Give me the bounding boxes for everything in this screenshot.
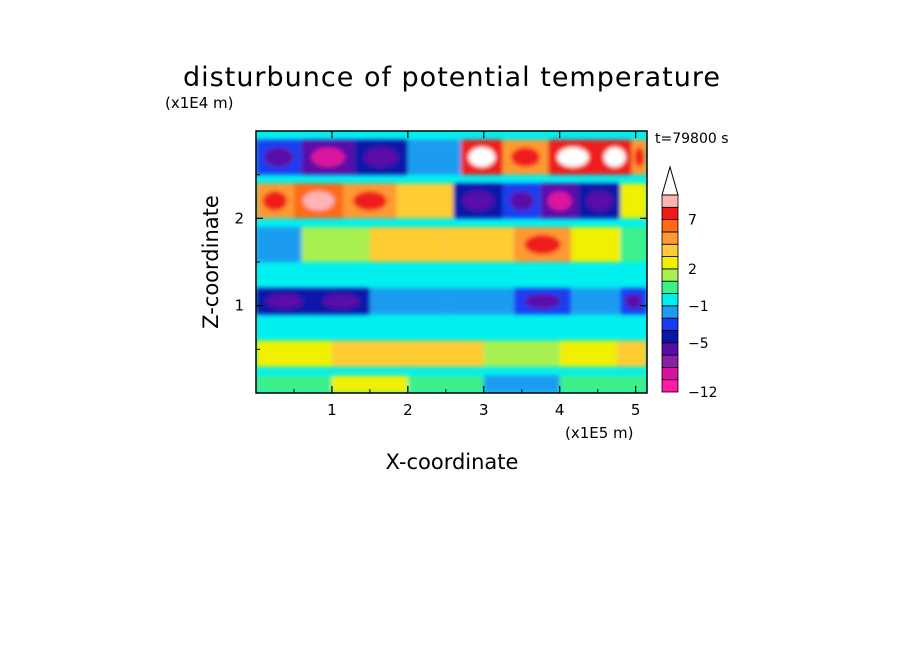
y-axis-label: Z-coordinate <box>199 195 223 329</box>
colorbar-label: −1 <box>688 299 709 315</box>
contour-core <box>634 147 645 167</box>
colorbar-label: −5 <box>688 336 709 352</box>
x-tick-label: 5 <box>631 401 641 419</box>
chart-title: disturbunce of potential temperature <box>183 62 721 93</box>
contour-core <box>524 234 561 255</box>
contour-cell <box>369 227 446 262</box>
contour-cell <box>301 227 370 262</box>
contour-cell <box>483 375 560 393</box>
colorbar-label: 7 <box>688 213 697 229</box>
contour-core <box>266 293 303 309</box>
contour-cell <box>369 288 446 315</box>
colorbar-extend-arrow <box>661 165 679 196</box>
colorbar-swatch <box>661 243 679 257</box>
contour-cell <box>616 375 647 393</box>
x-unit-label: (x1E5 m) <box>565 424 634 442</box>
contour-core <box>524 293 561 309</box>
contour-core <box>509 191 534 211</box>
contour-cell <box>331 375 408 393</box>
contour-core <box>302 191 335 211</box>
colorbar-label: −12 <box>688 385 718 401</box>
x-tick-label: 3 <box>479 401 489 419</box>
x-tick-label: 4 <box>555 401 565 419</box>
colorbar-swatch <box>661 379 679 393</box>
contour-core <box>352 191 387 211</box>
contour-cell <box>445 288 515 315</box>
contour-core <box>323 293 360 309</box>
contour-core <box>603 147 626 167</box>
contour-core <box>586 191 613 211</box>
contour-cell <box>559 340 617 367</box>
colorbar-swatch <box>661 231 679 245</box>
contour-field <box>256 131 647 393</box>
contour-core <box>264 147 294 167</box>
colorbar-swatch <box>661 194 679 208</box>
contour-cell <box>256 227 302 262</box>
contour-core <box>262 191 288 211</box>
colorbar-swatch <box>661 256 679 270</box>
colorbar-swatch <box>661 268 679 282</box>
y-tick-label: 1 <box>234 297 244 315</box>
colorbar-swatch <box>661 354 679 368</box>
axis-ticks: 1 2 3 4 5 1 2 <box>234 131 647 419</box>
colorbar-swatch <box>661 280 679 294</box>
contour-cell <box>396 183 454 219</box>
contour-cell <box>571 288 621 315</box>
contour-cell <box>407 375 484 393</box>
colorbar-swatch <box>661 219 679 233</box>
contour-cell <box>407 139 461 175</box>
contour-core <box>510 147 541 167</box>
contour-cell <box>571 227 621 262</box>
x-axis-label: X-coordinate <box>386 450 519 474</box>
contour-cell <box>331 340 408 367</box>
colorbar-swatch <box>661 366 679 381</box>
contour-cell <box>559 375 617 393</box>
contour-cell <box>620 183 647 219</box>
colorbar-swatch <box>661 342 679 356</box>
colorbar-swatch <box>661 305 679 319</box>
contour-cell <box>256 375 332 393</box>
contour-core <box>462 191 494 211</box>
contour-core <box>547 191 572 211</box>
contour-core <box>311 147 346 167</box>
x-tick-label: 1 <box>327 401 337 419</box>
contour-cell <box>407 340 484 367</box>
contour-cell <box>620 227 647 262</box>
y-unit-label: (x1E4 m) <box>165 94 234 112</box>
time-label: t=79800 s <box>655 131 729 147</box>
contour-core <box>364 147 399 167</box>
contour-cell <box>483 340 560 367</box>
contour-core <box>625 293 643 309</box>
x-tick-label: 2 <box>403 401 413 419</box>
contour-cell <box>445 227 515 262</box>
colorbar-label: 2 <box>688 262 697 278</box>
contour-core <box>468 147 496 167</box>
colorbar-swatch <box>661 293 679 307</box>
contour-cell <box>256 340 332 367</box>
colorbar-swatch <box>661 206 679 221</box>
colorbar: 7 2 −1 −5 −12 <box>661 165 718 401</box>
colorbar-swatch <box>661 330 679 344</box>
contour-cell <box>616 340 647 367</box>
y-tick-label: 2 <box>234 209 244 227</box>
colorbar-swatch <box>661 317 679 331</box>
contour-core <box>557 147 589 167</box>
